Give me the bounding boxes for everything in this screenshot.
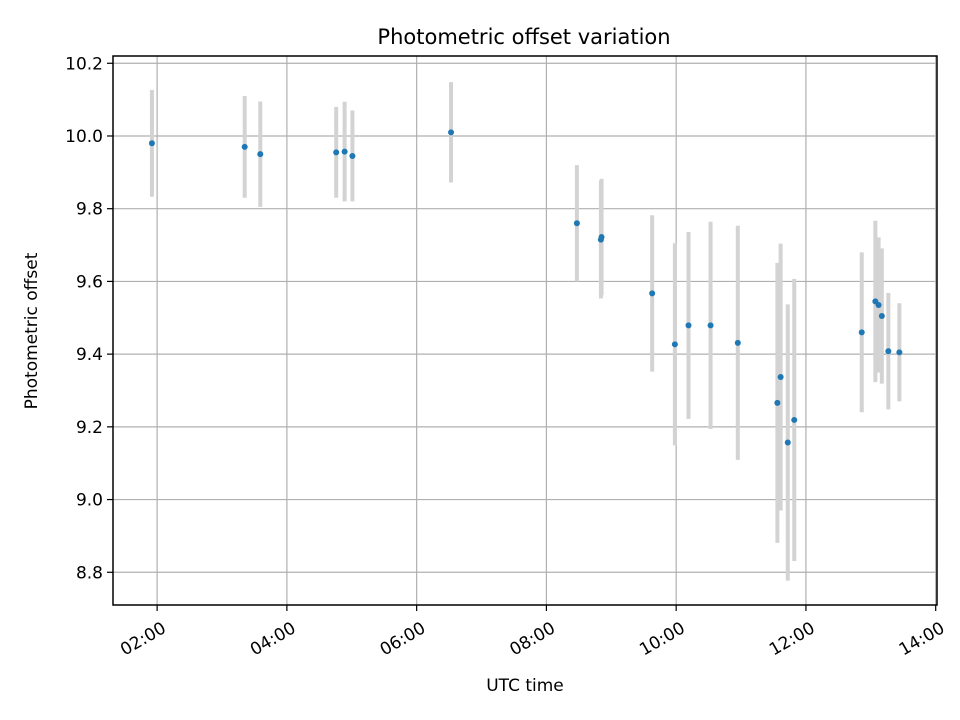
data-point [734, 339, 741, 346]
y-tick-label: 9.4 [76, 345, 103, 365]
data-point [878, 312, 885, 319]
data-point [791, 416, 798, 423]
y-tick-label: 9.6 [76, 272, 103, 292]
y-tick-label: 9.0 [76, 491, 103, 511]
data-point [598, 234, 605, 241]
data-point [148, 140, 155, 147]
data-points [148, 129, 903, 446]
data-point [341, 148, 348, 155]
data-point [241, 143, 248, 150]
data-point [784, 439, 791, 446]
data-point [685, 322, 692, 329]
data-point [774, 399, 781, 406]
y-axis-label: Photometric offset [22, 252, 42, 409]
data-point [671, 341, 678, 348]
data-point [448, 129, 455, 136]
y-tick-label: 10.2 [65, 54, 103, 74]
y-tick-label: 10.0 [65, 127, 103, 147]
data-point [257, 151, 264, 158]
data-point [858, 329, 865, 336]
chart-title: Photometric offset variation [377, 25, 670, 49]
data-point [885, 348, 892, 355]
plot-frame [112, 55, 938, 606]
data-point [649, 290, 656, 297]
data-point [573, 220, 580, 227]
x-axis-label: UTC time [486, 676, 564, 696]
y-tick-label: 9.2 [76, 418, 103, 438]
data-point [896, 349, 903, 356]
y-tick-label: 9.8 [76, 200, 103, 220]
data-point [333, 149, 340, 156]
y-tick-label: 8.8 [76, 563, 103, 583]
data-point [875, 302, 882, 309]
data-point [349, 152, 356, 159]
data-point [707, 322, 714, 329]
data-point [777, 374, 784, 381]
